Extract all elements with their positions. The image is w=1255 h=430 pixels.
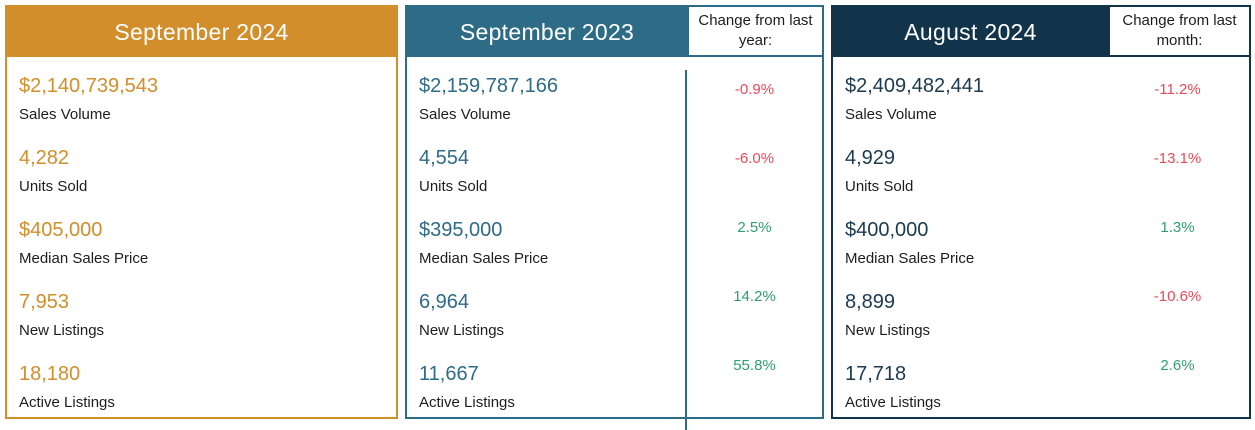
metric-row: $395,000 Median Sales Price <box>419 217 685 286</box>
panel-body: $2,409,482,441 Sales Volume 4,929 Units Sol… <box>833 57 1249 430</box>
panel-title: September 2023 <box>459 18 635 45</box>
metric-row: 7,953 New Listings <box>19 289 396 358</box>
metric-label: Median Sales Price <box>19 250 149 267</box>
change-percentage: -6.0% <box>734 150 775 167</box>
metric-row: $2,140,739,543 Sales Volume <box>19 73 396 142</box>
panel-body: $2,140,739,543 Sales Volume 4,282 Units Sol… <box>7 57 396 430</box>
change-percentage: -10.6% <box>1153 288 1202 305</box>
metric-row: 17,718 Active Listings <box>845 361 1106 430</box>
metric-value: 4,282 <box>19 147 70 169</box>
metric-label: New Listings <box>19 322 105 339</box>
metric-value: $405,000 <box>19 219 103 241</box>
metrics-column: $2,159,787,166 Sales Volume 4,554 Units Sol… <box>407 70 685 430</box>
metric-row: $2,409,482,441 Sales Volume <box>845 73 1106 142</box>
metric-value: 17,718 <box>845 363 907 385</box>
metric-label: Active Listings <box>845 394 941 411</box>
change-percentage: -11.2% <box>1154 81 1201 98</box>
metric-value: $395,000 <box>419 219 503 241</box>
metric-label: Sales Volume <box>845 106 937 123</box>
metric-value: 4,554 <box>419 147 470 169</box>
metric-value: 6,964 <box>419 291 470 313</box>
metric-row: 11,667 Active Listings <box>419 361 685 430</box>
metric-row: $400,000 Median Sales Price <box>845 217 1106 286</box>
panel-body: $2,159,787,166 Sales Volume 4,554 Units Sol… <box>407 57 822 430</box>
metric-row: 18,180 Active Listings <box>19 361 396 430</box>
metric-value: $400,000 <box>845 219 929 241</box>
metric-value: $2,409,482,441 <box>845 75 985 97</box>
metric-label: Sales Volume <box>19 106 111 123</box>
metric-label: Sales Volume <box>419 106 511 123</box>
change-percentage: -0.9% <box>734 81 775 98</box>
metric-value: 4,929 <box>845 147 896 169</box>
metric-label: Median Sales Price <box>845 250 975 267</box>
metrics-column: $2,140,739,543 Sales Volume 4,282 Units Sol… <box>7 70 396 430</box>
panel-september-2023: September 2023 Change from last year: $2… <box>405 5 824 430</box>
panel-title: September 2024 <box>114 18 289 45</box>
metric-value: $2,159,787,166 <box>419 75 559 97</box>
metric-label: Active Listings <box>19 394 115 411</box>
metric-value: $2,140,739,543 <box>19 75 159 97</box>
panel-header: August 2024 Change from last month: <box>833 5 1251 57</box>
metric-label: New Listings <box>419 322 505 339</box>
metric-value: 18,180 <box>19 363 81 385</box>
change-percentage: -13.1% <box>1153 150 1202 167</box>
change-column-header: Change from last year: <box>687 5 824 57</box>
change-column: -0.9% -6.0% 2.5% 14.2% 55.8% <box>685 70 822 430</box>
metric-value: 8,899 <box>845 291 896 313</box>
metric-row: 4,929 Units Sold <box>845 145 1106 214</box>
change-percentage: 14.2% <box>733 288 776 305</box>
panel-september-2024: September 2024 $2,140,739,543 Sales Volum… <box>5 5 398 419</box>
metric-row: 8,899 New Listings <box>845 289 1106 358</box>
metric-label: Units Sold <box>19 178 88 195</box>
metric-row: $405,000 Median Sales Price <box>19 217 396 286</box>
metric-row: 4,554 Units Sold <box>419 145 685 214</box>
panel-header: September 2024 <box>7 7 396 57</box>
metric-row: 6,964 New Listings <box>419 289 685 358</box>
metrics-column: $2,409,482,441 Sales Volume 4,929 Units Sol… <box>833 70 1106 430</box>
metric-row: $2,159,787,166 Sales Volume <box>419 73 685 142</box>
metric-label: Units Sold <box>845 178 914 195</box>
change-percentage: 55.8% <box>733 357 776 374</box>
change-column-header: Change from last month: <box>1108 5 1251 57</box>
metric-label: Median Sales Price <box>419 250 549 267</box>
metric-label: Units Sold <box>419 178 488 195</box>
change-percentage: 2.6% <box>1160 357 1195 374</box>
change-percentage: 1.3% <box>1160 219 1195 236</box>
panel-august-2024: August 2024 Change from last month: $2,4… <box>831 5 1251 419</box>
change-percentage: 2.5% <box>737 219 772 236</box>
metric-value: 7,953 <box>19 291 70 313</box>
change-column: -11.2% -13.1% 1.3% -10.6% 2.6% <box>1106 70 1249 430</box>
metric-label: Active Listings <box>419 394 515 411</box>
metric-row: 4,282 Units Sold <box>19 145 396 214</box>
panel-title: August 2024 <box>904 18 1037 45</box>
metric-value: 11,667 <box>419 363 479 385</box>
metric-label: New Listings <box>845 322 931 339</box>
panel-header: September 2023 Change from last year: <box>407 5 824 57</box>
